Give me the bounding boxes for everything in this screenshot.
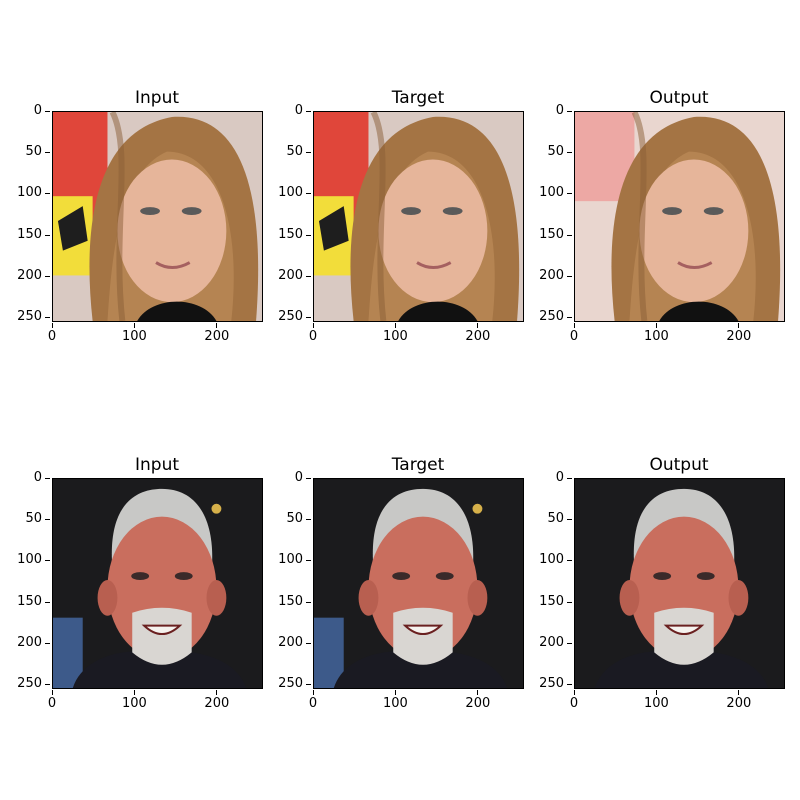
y-tick-label: 100	[14, 185, 50, 200]
x-tick-label: 0	[32, 323, 72, 344]
y-tick-label: 50	[536, 511, 572, 526]
y-tick-label: 0	[536, 470, 572, 485]
x-tick-label: 100	[375, 323, 415, 344]
x-tick-label: 0	[554, 690, 594, 711]
y-tick-label: 0	[14, 103, 50, 118]
y-tick-label: 150	[536, 227, 572, 242]
y-tick-label: 150	[275, 594, 311, 609]
y-tick-label: 0	[536, 103, 572, 118]
x-tick-label: 100	[375, 690, 415, 711]
x-tick-label: 200	[458, 690, 498, 711]
y-tick-label: 250	[536, 309, 572, 324]
x-tick-label: 200	[197, 323, 237, 344]
y-tick-label: 150	[14, 594, 50, 609]
x-tick-label: 100	[114, 323, 154, 344]
y-tick-label: 150	[275, 227, 311, 242]
y-tick-label: 200	[275, 268, 311, 283]
panel-title: Input	[134, 455, 180, 475]
y-tick-label: 100	[275, 552, 311, 567]
x-tick-label: 100	[636, 323, 676, 344]
y-tick-label: 250	[14, 676, 50, 691]
y-tick-label: 200	[14, 268, 50, 283]
x-tick-label: 0	[293, 690, 333, 711]
x-tick-label: 0	[293, 323, 333, 344]
x-tick-label: 100	[636, 690, 676, 711]
y-tick-label: 250	[275, 676, 311, 691]
x-tick-label: 200	[719, 690, 759, 711]
y-tick-label: 100	[536, 185, 572, 200]
y-tick-label: 50	[275, 144, 311, 159]
y-tick-label: 50	[275, 511, 311, 526]
y-tick-label: 0	[275, 470, 311, 485]
image-frame	[574, 478, 785, 689]
y-tick-label: 250	[536, 676, 572, 691]
image-frame	[313, 478, 524, 689]
face-image	[53, 479, 262, 688]
panel-title: Input	[134, 88, 180, 108]
y-tick-label: 200	[275, 635, 311, 650]
x-tick-label: 200	[719, 323, 759, 344]
y-tick-label: 0	[275, 103, 311, 118]
face-image	[575, 479, 784, 688]
image-frame	[52, 478, 263, 689]
y-tick-label: 50	[14, 511, 50, 526]
face-image	[314, 479, 523, 688]
y-tick-label: 100	[14, 552, 50, 567]
panel-title: Output	[649, 88, 709, 108]
image-frame	[574, 111, 785, 322]
y-tick-label: 100	[536, 552, 572, 567]
panel-title: Output	[649, 455, 709, 475]
image-frame	[52, 111, 263, 322]
y-tick-label: 200	[14, 635, 50, 650]
panel-title: Target	[391, 88, 445, 108]
y-tick-label: 50	[536, 144, 572, 159]
x-tick-label: 0	[32, 690, 72, 711]
y-tick-label: 250	[275, 309, 311, 324]
x-tick-label: 0	[554, 323, 594, 344]
panel-title: Target	[391, 455, 445, 475]
y-tick-label: 200	[536, 268, 572, 283]
face-image	[314, 112, 523, 321]
face-image	[53, 112, 262, 321]
y-tick-label: 150	[14, 227, 50, 242]
x-tick-label: 100	[114, 690, 154, 711]
y-tick-label: 150	[536, 594, 572, 609]
y-tick-label: 200	[536, 635, 572, 650]
image-frame	[313, 111, 524, 322]
x-tick-label: 200	[458, 323, 498, 344]
face-image	[575, 112, 784, 321]
x-tick-label: 200	[197, 690, 237, 711]
y-tick-label: 100	[275, 185, 311, 200]
y-tick-label: 0	[14, 470, 50, 485]
y-tick-label: 250	[14, 309, 50, 324]
y-tick-label: 50	[14, 144, 50, 159]
